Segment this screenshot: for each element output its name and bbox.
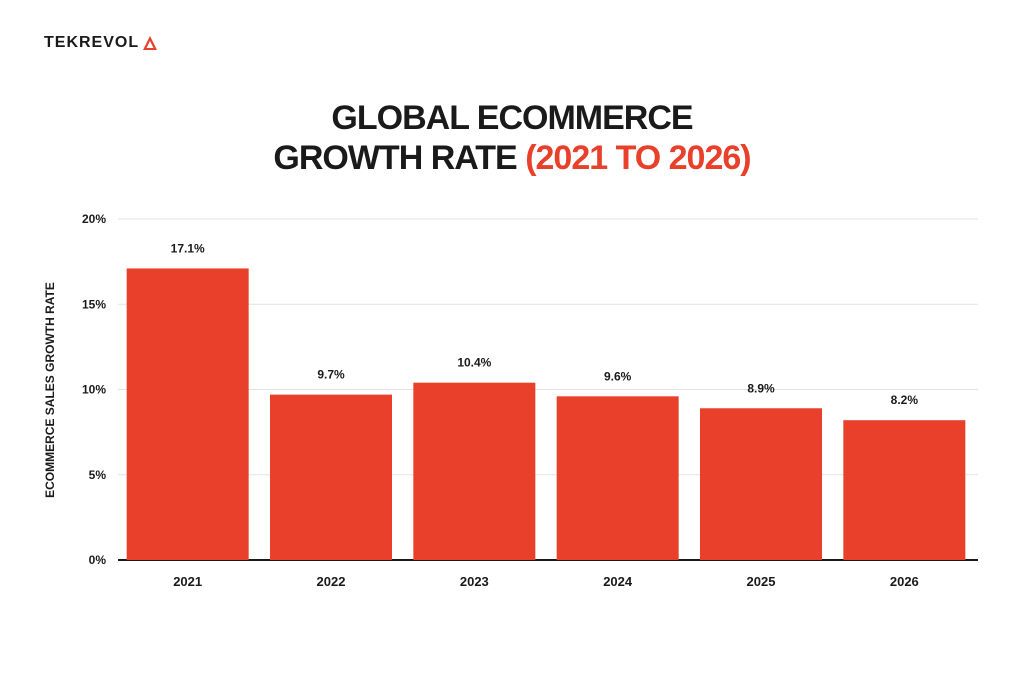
bar-2021 [126, 268, 249, 560]
data-labels: 17.1% 9.7% 10.4% 9.6% 8.9% 8.2% [171, 241, 919, 407]
y-tick-label: 15% [82, 297, 106, 311]
x-tick-label: 2023 [460, 574, 489, 589]
y-tick-label: 20% [82, 212, 106, 226]
y-axis-label: ECOMMERCE SALES GROWTH RATE [43, 282, 57, 498]
x-tick-label: 2022 [317, 574, 346, 589]
chart-title-line2-main: GROWTH RATE [273, 139, 526, 177]
bar-2023 [413, 382, 536, 560]
y-tick-label: 5% [89, 468, 107, 482]
y-tick-labels: 0% 5% 10% 15% 20% [82, 212, 106, 567]
bars [126, 268, 966, 560]
chart-title-line2: GROWTH RATE (2021 TO 2026) [0, 138, 1024, 178]
data-label: 17.1% [171, 241, 205, 255]
x-tick-label: 2026 [890, 574, 919, 589]
bar-2026 [843, 420, 966, 560]
brand-name: TEKREVOL [44, 34, 140, 51]
triangle-logo-icon [143, 36, 158, 50]
chart-title-line1: GLOBAL ECOMMERCE [331, 99, 693, 137]
bar-2025 [700, 408, 822, 560]
chart-title-line2-accent: (2021 TO 2026) [525, 139, 751, 177]
y-tick-label: 0% [89, 553, 107, 567]
data-label: 9.7% [317, 368, 345, 382]
data-label: 8.2% [891, 393, 919, 407]
grid-lines [118, 218, 978, 561]
bar-2022 [270, 394, 392, 560]
chart-title: GLOBAL ECOMMERCE GROWTH RATE (2021 TO 20… [0, 98, 1024, 178]
brand-logo: TEKREVOL [44, 34, 158, 52]
bar-2024 [556, 396, 679, 560]
data-label: 8.9% [747, 381, 775, 395]
x-tick-label: 2021 [173, 574, 202, 589]
x-tick-labels: 2021 2022 2023 2024 2025 2026 [173, 574, 919, 589]
data-label: 9.6% [604, 369, 632, 383]
data-label: 10.4% [457, 356, 491, 370]
x-tick-label: 2024 [603, 574, 633, 589]
x-tick-label: 2025 [747, 574, 776, 589]
y-tick-label: 10% [82, 383, 106, 397]
